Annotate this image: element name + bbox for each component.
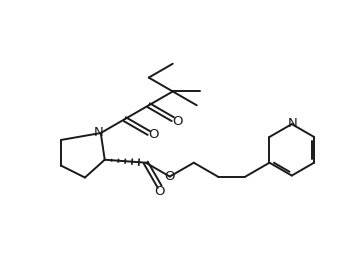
Text: N: N bbox=[94, 125, 104, 139]
Text: O: O bbox=[173, 115, 183, 128]
Text: O: O bbox=[155, 185, 165, 198]
Text: O: O bbox=[149, 128, 159, 142]
Text: N: N bbox=[288, 117, 298, 130]
Text: O: O bbox=[165, 170, 175, 183]
